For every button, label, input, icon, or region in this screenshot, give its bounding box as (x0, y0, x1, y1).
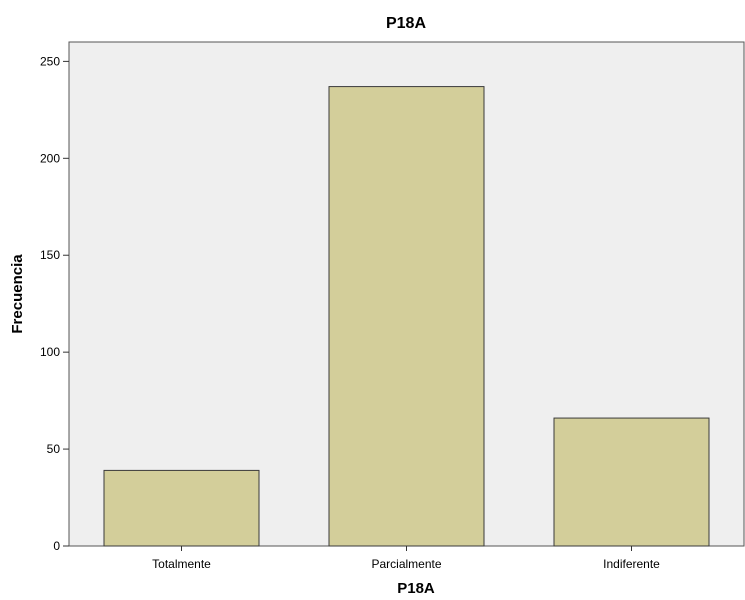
bar (553, 417, 710, 547)
y-tick-label: 150 (40, 248, 60, 262)
x-axis-title: P18A (397, 580, 435, 597)
x-tick-label: Indiferente (603, 557, 660, 571)
x-axis: Totalmente Parcialmente Indiferente (152, 546, 660, 571)
x-tick-label: Parcialmente (371, 557, 441, 571)
y-tick-label: 0 (53, 539, 60, 553)
chart-title: P18A (386, 15, 426, 32)
bars (103, 86, 710, 547)
y-axis: 0 50 100 150 200 250 (40, 54, 69, 553)
x-tick-label: Totalmente (152, 557, 211, 571)
y-tick-label: 100 (40, 345, 60, 359)
y-axis-title: Frecuencia (9, 254, 26, 334)
y-tick-label: 200 (40, 151, 60, 165)
bar (328, 86, 485, 547)
bar (103, 469, 260, 547)
y-tick-label: 250 (40, 54, 60, 68)
y-tick-label: 50 (47, 442, 61, 456)
